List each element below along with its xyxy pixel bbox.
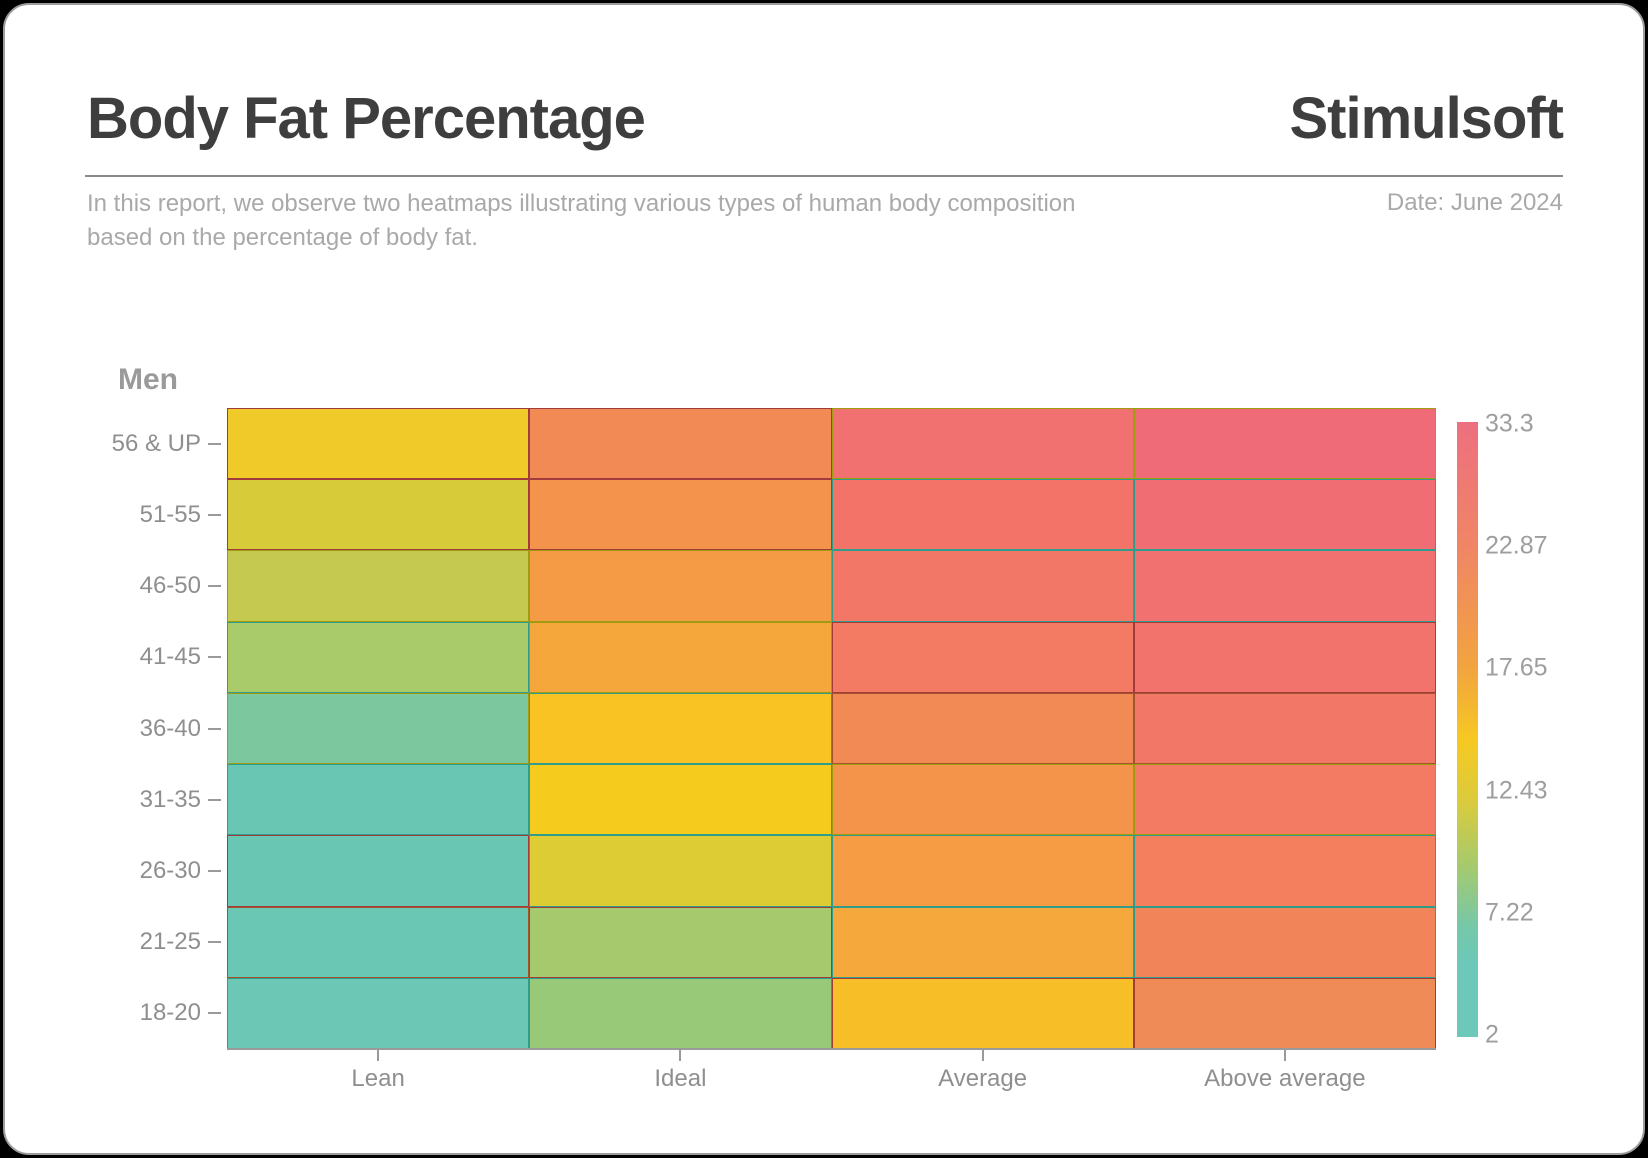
heatmap-cell[interactable]: [831, 408, 1134, 480]
heatmap-cell[interactable]: [831, 479, 1134, 551]
heatmap-cell[interactable]: [227, 977, 530, 1049]
y-axis-tick-mark: [208, 727, 221, 730]
heatmap-cell[interactable]: [1133, 408, 1436, 480]
heatmap-cell[interactable]: [529, 764, 832, 836]
heatmap-cell[interactable]: [831, 621, 1134, 693]
x-axis-tick-label: Ideal: [654, 1065, 707, 1092]
x-axis-labels: Lean Ideal Average Above average: [227, 1065, 1436, 1099]
x-axis-tick-mark: [981, 1050, 984, 1061]
heatmap-cell[interactable]: [1133, 764, 1436, 836]
report-subtitle-line1: In this report, we observe two heatmaps …: [87, 190, 1076, 217]
x-axis-tick-mark: [377, 1050, 380, 1061]
heatmap-cell[interactable]: [529, 977, 832, 1049]
y-axis-tick-label: 18-20: [139, 999, 201, 1027]
y-axis-tick-label: 56 & UP: [111, 429, 201, 457]
y-axis-tick-mark: [208, 1012, 221, 1015]
y-axis-tick-mark: [208, 442, 221, 445]
report-subtitle-line2: based on the percentage of body fat.: [87, 224, 478, 251]
heatmap-cell[interactable]: [227, 408, 530, 480]
heatmap-cell[interactable]: [227, 692, 530, 765]
x-axis-tick-mark: [679, 1050, 682, 1061]
color-scale-legend-bar: [1457, 422, 1478, 1037]
legend-scale-value: 12.43: [1485, 776, 1548, 805]
heatmap-cell[interactable]: [1133, 835, 1436, 907]
y-axis-tick-label: 31-35: [139, 785, 201, 813]
y-axis-tick-label: 21-25: [139, 928, 201, 956]
legend-scale-value: 22.87: [1485, 531, 1548, 560]
heatmap-cell[interactable]: [831, 906, 1134, 978]
legend-scale-value: 17.65: [1485, 653, 1548, 682]
heatmap-cell[interactable]: [1133, 977, 1436, 1049]
x-axis-tick-label: Lean: [351, 1065, 405, 1092]
brand-logo-text: Stimulsoft: [1289, 86, 1564, 151]
report-subtitle: In this report, we observe two heatmaps …: [87, 187, 1076, 255]
heatmap-cell[interactable]: [529, 479, 832, 551]
chart-title-men: Men: [118, 363, 178, 396]
heatmap-cell[interactable]: [831, 977, 1134, 1049]
report-date: Date: June 2024: [1386, 189, 1563, 216]
x-axis-tick-label: Average: [938, 1065, 1028, 1092]
x-axis-tick-label: Above average: [1204, 1065, 1366, 1092]
heatmap-cell[interactable]: [227, 621, 530, 693]
y-axis-tick-mark: [208, 656, 221, 659]
heatmap-cell[interactable]: [1133, 550, 1436, 622]
heatmap-cell[interactable]: [529, 835, 832, 907]
page-title: Body Fat Percentage: [87, 86, 646, 151]
y-axis-tick-label: 46-50: [139, 572, 201, 600]
heatmap-cell[interactable]: [227, 906, 530, 978]
y-axis-tick-mark: [208, 869, 221, 872]
heatmap-grid: [227, 408, 1436, 1049]
y-axis-tick-label: 51-55: [139, 500, 201, 528]
heatmap-cell[interactable]: [227, 550, 530, 622]
x-axis-line: [227, 1048, 1436, 1050]
y-axis-tick-mark: [208, 941, 221, 944]
heatmap-cell[interactable]: [1133, 621, 1436, 693]
legend-scale-value: 2: [1485, 1020, 1499, 1049]
heatmap-cell[interactable]: [529, 408, 832, 480]
y-axis-tick-mark: [208, 798, 221, 801]
heatmap-cell[interactable]: [529, 906, 832, 978]
x-axis-tick-mark: [1283, 1050, 1286, 1061]
heatmap-cell[interactable]: [1133, 479, 1436, 551]
y-axis-labels: 56 & UP 51-55 46-50 41-45 36-40 31-35 26-30 21-…: [5, 408, 201, 1049]
heatmap-cell[interactable]: [1133, 906, 1436, 978]
color-scale-legend-labels: 33.3 22.87 17.65 12.43 7.22 2: [1485, 410, 1625, 1049]
y-axis-tick-label: 41-45: [139, 643, 201, 671]
report-card: Body Fat Percentage Stimulsoft In this r…: [3, 3, 1645, 1155]
heatmap-cell[interactable]: [227, 835, 530, 907]
y-axis-tick-label: 26-30: [139, 856, 201, 884]
heatmap-cell[interactable]: [529, 621, 832, 693]
heatmap-cell[interactable]: [831, 550, 1134, 622]
y-axis-tick-mark: [208, 585, 221, 588]
legend-scale-value: 33.3: [1485, 409, 1534, 438]
header-divider: [85, 175, 1563, 177]
heatmap-cell[interactable]: [227, 764, 530, 836]
heatmap-cell[interactable]: [529, 692, 832, 765]
y-axis-tick-label: 36-40: [139, 714, 201, 742]
heatmap-cell[interactable]: [831, 835, 1134, 907]
heatmap-cell[interactable]: [1133, 692, 1436, 765]
heatmap-cell[interactable]: [227, 479, 530, 551]
y-axis-tick-mark: [208, 513, 221, 516]
heatmap-cell[interactable]: [529, 550, 832, 622]
heatmap-cell[interactable]: [831, 692, 1134, 765]
heatmap-cell[interactable]: [831, 764, 1134, 836]
legend-scale-value: 7.22: [1485, 898, 1534, 927]
